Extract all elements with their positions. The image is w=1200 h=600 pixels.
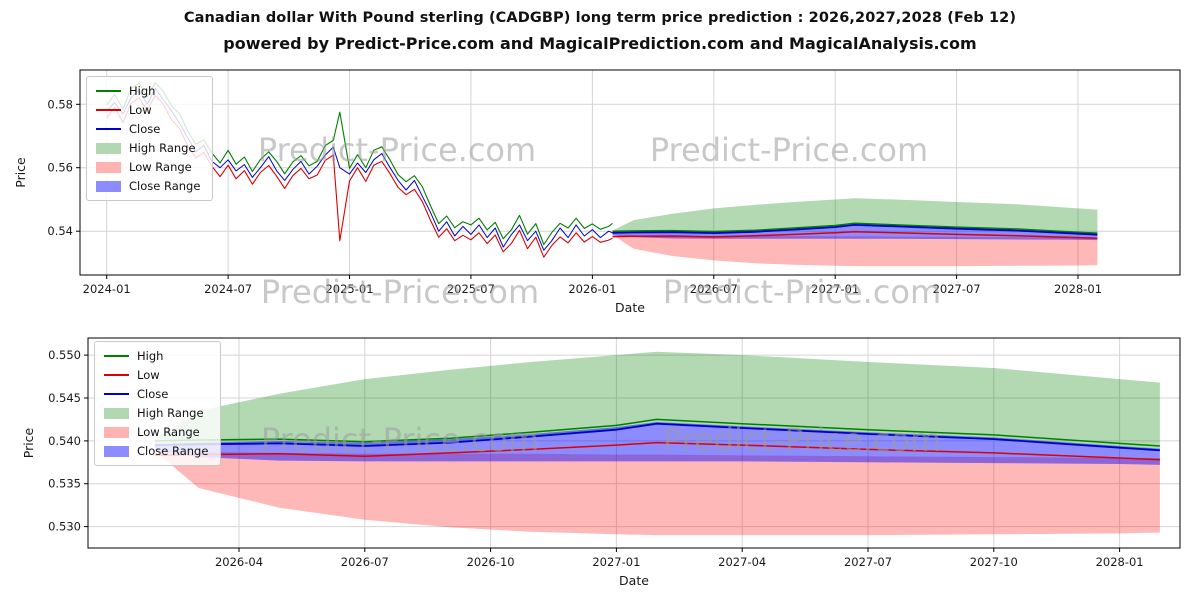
legend-item-low-range: Low Range [104,425,208,439]
series-high-forecast [154,418,1160,447]
high-range-swatch [96,142,121,154]
legend-item-high: High [96,84,200,98]
page-subtitle: powered by Predict-Price.com and Magical… [223,34,977,53]
x-tick-label: 2027-07 [844,555,892,569]
x-tick-label: 2027-04 [718,555,766,569]
high-swatch [104,355,129,357]
chart1-legend: High Low Close High Range Low Range Close Ran… [86,76,214,201]
x-tick-label: 2028-01 [1096,555,1144,569]
x-tick-label: 2027-07 [933,282,981,296]
legend-item-close-range: Close Range [104,444,208,458]
high-swatch [96,90,121,92]
page-title: Canadian dollar With Pound sterling (CAD… [183,10,1017,26]
series-close-forecast [154,422,1160,452]
y-tick-label: 0.58 [47,97,73,111]
legend-label-low-range: Low Range [129,160,192,174]
series-close-forecast [612,223,1098,236]
band-low-range [612,234,1098,267]
x-tick-label: 2027-01 [592,555,640,569]
low-swatch [104,374,129,376]
forecast-detail-chart: 2026-04 2026-07 2026-10 2027-01 2027-04 2027-… [21,337,1181,588]
y-tick-label: 0.54 [47,224,73,238]
price-history-forecast-chart: 2024-01 2024-07 2025-01 2025-07 2026-01 2026-… [13,69,1181,315]
series-low-forecast [612,231,1098,239]
legend-item-low: Low [96,103,200,117]
close-range-swatch [96,180,121,192]
x-axis-label: Date [615,300,645,315]
x-tick-label: 2024-07 [204,282,252,296]
close-swatch [96,128,121,130]
chart2-legend: High Low Close High Range Low Range Close Ran… [94,341,222,466]
band-low-range [154,449,1160,536]
plot-border [87,337,1181,549]
legend-item-close-range: Close Range [96,179,200,193]
y-tick-label: 0.550 [48,348,81,362]
legend-item-high-range: High Range [96,141,200,155]
y-axis-label: Price [13,157,28,188]
series-high-forecast [612,222,1098,234]
y-tick-label: 0.545 [48,391,81,405]
legend-label-high: High [137,349,164,363]
low-range-swatch [96,161,121,173]
legend-label-close: Close [137,387,169,401]
low-range-swatch [104,426,129,438]
series-low-forecast [154,441,1160,461]
band-high-range [154,351,1160,451]
legend-label-high-range: High Range [137,406,204,420]
x-axis-label: Date [619,573,649,588]
legend-label-low: Low [129,103,152,117]
y-axis-label: Price [21,427,36,458]
close-swatch [104,393,129,395]
legend-item-low: Low [104,368,208,382]
x-tick-label: 2026-07 [341,555,389,569]
legend-item-high-range: High Range [104,406,208,420]
x-tick-label: 2027-10 [970,555,1018,569]
legend-label-low: Low [137,368,160,382]
legend-item-close: Close [96,122,200,136]
y-tick-label: 0.535 [48,477,81,491]
high-range-swatch [104,407,129,419]
x-tick-label: 2027-01 [811,282,859,296]
legend-label-high: High [129,84,156,98]
band-high-range [612,198,1098,235]
x-tick-label: 2026-07 [690,282,738,296]
low-swatch [96,109,121,111]
legend-item-low-range: Low Range [96,160,200,174]
x-tick-label: 2028-01 [1054,282,1102,296]
x-tick-label: 2024-01 [83,282,131,296]
y-tick-label: 0.530 [48,520,81,534]
x-tick-label: 2025-01 [325,282,373,296]
legend-label-high-range: High Range [129,141,196,155]
y-tick-label: 0.56 [47,161,73,175]
legend-label-close: Close [129,122,161,136]
close-range-swatch [104,445,129,457]
x-tick-label: 2026-10 [467,555,515,569]
legend-label-low-range: Low Range [137,425,200,439]
legend-label-close-range: Close Range [129,179,201,193]
x-tick-label: 2026-01 [568,282,616,296]
legend-label-close-range: Close Range [137,444,209,458]
plot-border [79,69,1181,276]
legend-item-close: Close [104,387,208,401]
y-tick-label: 0.540 [48,434,81,448]
legend-item-high: High [104,349,208,363]
x-tick-label: 2026-04 [215,555,263,569]
x-tick-label: 2025-07 [447,282,495,296]
